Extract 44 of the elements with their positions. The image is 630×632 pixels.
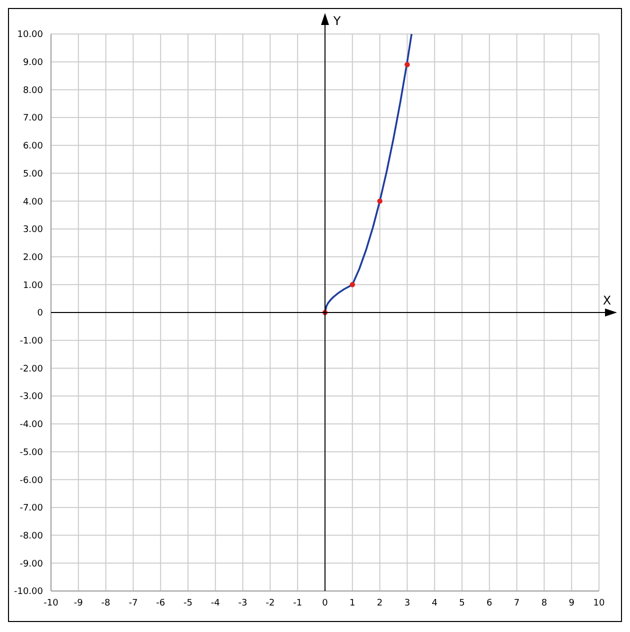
y-tick-label: -1.00	[20, 336, 44, 347]
x-tick-label: -4	[210, 598, 220, 608]
x-tick-label: -7	[128, 598, 138, 608]
y-tick-label: -3.00	[20, 392, 44, 402]
x-tick-label: 2	[376, 598, 383, 608]
x-tick-label: 4	[432, 598, 438, 608]
y-tick-label: 8.00	[22, 86, 44, 96]
y-tick-label: 4.00	[22, 197, 44, 208]
x-tick-label: -5	[184, 598, 192, 608]
x-tick-label: 5	[459, 598, 465, 608]
x-tick-label: 3	[404, 598, 410, 608]
y-tick-label: -7.00	[20, 504, 44, 514]
y-tick-label: -6.00	[20, 476, 44, 486]
y-tick-label: 5.00	[22, 169, 44, 180]
y-axis-title: Y	[332, 14, 342, 28]
y-tick-label: 7.00	[22, 114, 44, 124]
y-tick-label: -8.00	[20, 531, 44, 542]
x-axis-title: X	[602, 294, 612, 308]
x-tick-label: -8	[101, 598, 111, 608]
x-tick-label: 9	[568, 598, 575, 608]
y-tick-label: -10.00	[14, 587, 44, 598]
x-tick-label: -9	[74, 598, 84, 608]
x-tick-label: 8	[541, 598, 548, 608]
y-tick-label: 10.00	[17, 30, 44, 40]
y-tick-label: -2.00	[20, 364, 44, 374]
y-tick-label: -9.00	[20, 559, 44, 570]
x-tick-label: 7	[514, 598, 520, 608]
x-tick-label: -3	[238, 598, 248, 608]
y-tick-label: 9.00	[22, 58, 44, 68]
x-tick-label: -6	[156, 598, 166, 608]
y-tick-label: -4.00	[20, 420, 44, 430]
y-tick-label: 0	[37, 308, 44, 319]
x-tick-label: 0	[322, 598, 328, 608]
y-tick-label: 1.00	[22, 280, 44, 291]
y-tick-label: 3.00	[22, 225, 44, 236]
x-tick-label: -10	[44, 598, 59, 608]
x-tick-label: 1	[350, 598, 356, 608]
x-tick-label: 6	[486, 598, 493, 608]
y-tick-label: 2.00	[22, 252, 44, 263]
x-tick-label: 10	[593, 598, 605, 608]
x-tick-label: -1	[293, 598, 302, 608]
y-tick-label: -5.00	[20, 448, 44, 458]
y-tick-label: 6.00	[22, 142, 44, 152]
x-tick-label: -2	[266, 598, 275, 608]
